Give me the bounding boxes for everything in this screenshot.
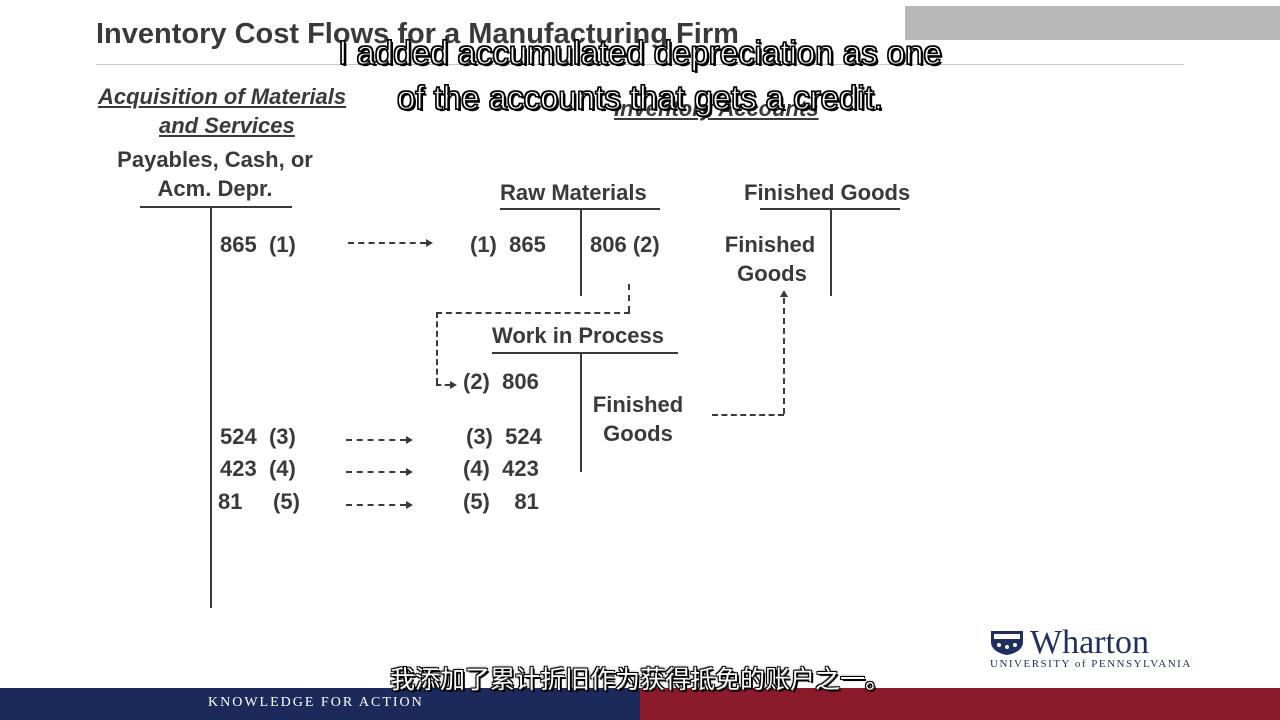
english-caption: I added accumulated depreciation as one …	[290, 30, 990, 120]
wharton-shield-icon	[991, 631, 1023, 655]
wip-debit-5: (5) 81	[463, 489, 539, 514]
payables-account-name-line2: Acm. Depr.	[157, 176, 273, 201]
wip-to-fg-connector-across	[712, 414, 784, 416]
raw-materials-debit: (1) 865	[470, 232, 546, 257]
flow-arrow-5-head	[406, 501, 413, 509]
payables-credit-4: 423 (4)	[220, 456, 296, 481]
raw-materials-account-name: Raw Materials	[500, 180, 647, 205]
payables-credit-5: 81 (5)	[218, 489, 300, 514]
flow-arrow-5-line	[346, 504, 406, 506]
footer-bar-crimson	[640, 688, 1280, 720]
top-right-bar	[905, 6, 1280, 40]
wip-credit-label-line2: Goods	[603, 421, 673, 446]
raw-materials-credit: 806 (2)	[590, 232, 660, 257]
chinese-caption: 我添加了累计折旧作为获得抵免的账户之一。	[389, 665, 890, 694]
wip-to-fg-arrow-head	[780, 290, 788, 297]
payables-credit-1: 865 (1)	[220, 232, 296, 257]
left-section-heading-line2: and Services	[159, 113, 295, 138]
flow-arrow-3-head	[406, 436, 413, 444]
english-caption-line1: I added accumulated depreciation as one	[338, 33, 943, 71]
payables-account-name-line1: Payables, Cash, or	[117, 147, 313, 172]
left-section-heading-line1: Acquisition of Materials	[98, 84, 347, 109]
finished-goods-debit-label-line2: Goods	[737, 261, 807, 286]
finished-goods-debit-label-line1: Finished	[724, 232, 816, 257]
payables-t-stem	[210, 206, 212, 608]
rm-to-wip-connector-down2	[436, 312, 438, 384]
footer-bar-navy	[0, 688, 640, 720]
flow-arrow-4-line	[346, 471, 406, 473]
wharton-logo-word: Wharton	[1030, 624, 1149, 661]
wharton-logo-subtitle: UNIVERSITY of PENNSYLVANIA	[990, 658, 1192, 670]
wip-account-name: Work in Process	[492, 323, 664, 348]
right-section-heading: Inventory Accounts	[614, 96, 819, 121]
rm-to-wip-connector-in	[436, 384, 450, 386]
raw-materials-t-stem	[580, 208, 582, 296]
payables-t-top	[140, 206, 292, 208]
rm-to-wip-arrow-head	[450, 381, 457, 389]
flow-arrow-1-head	[426, 239, 433, 247]
title-divider	[96, 64, 1184, 65]
slide-title: Inventory Cost Flows for a Manufacturing…	[96, 18, 739, 50]
flow-arrow-3-line	[346, 439, 406, 441]
wip-debit-3: (3) 524	[466, 424, 542, 449]
payables-credit-3: 524 (3)	[220, 424, 296, 449]
wip-t-top	[492, 352, 678, 354]
flow-arrow-1-line	[348, 242, 426, 244]
finished-goods-t-stem	[830, 208, 832, 296]
wip-to-fg-connector-up	[783, 298, 785, 414]
footer-tagline: KNOWLEDGE FOR ACTION	[208, 695, 424, 710]
rm-to-wip-connector-across	[436, 312, 630, 314]
flow-arrow-4-head	[406, 468, 413, 476]
wip-credit-label-line1: Finished	[592, 392, 684, 417]
wip-t-stem	[580, 352, 582, 472]
wip-debit-4: (4) 423	[463, 456, 539, 481]
english-caption-line2: of the accounts that gets a credit.	[396, 78, 884, 116]
wip-debit-2: (2) 806	[463, 369, 539, 394]
finished-goods-account-name: Finished Goods	[744, 180, 911, 205]
rm-to-wip-connector-down	[628, 284, 630, 312]
